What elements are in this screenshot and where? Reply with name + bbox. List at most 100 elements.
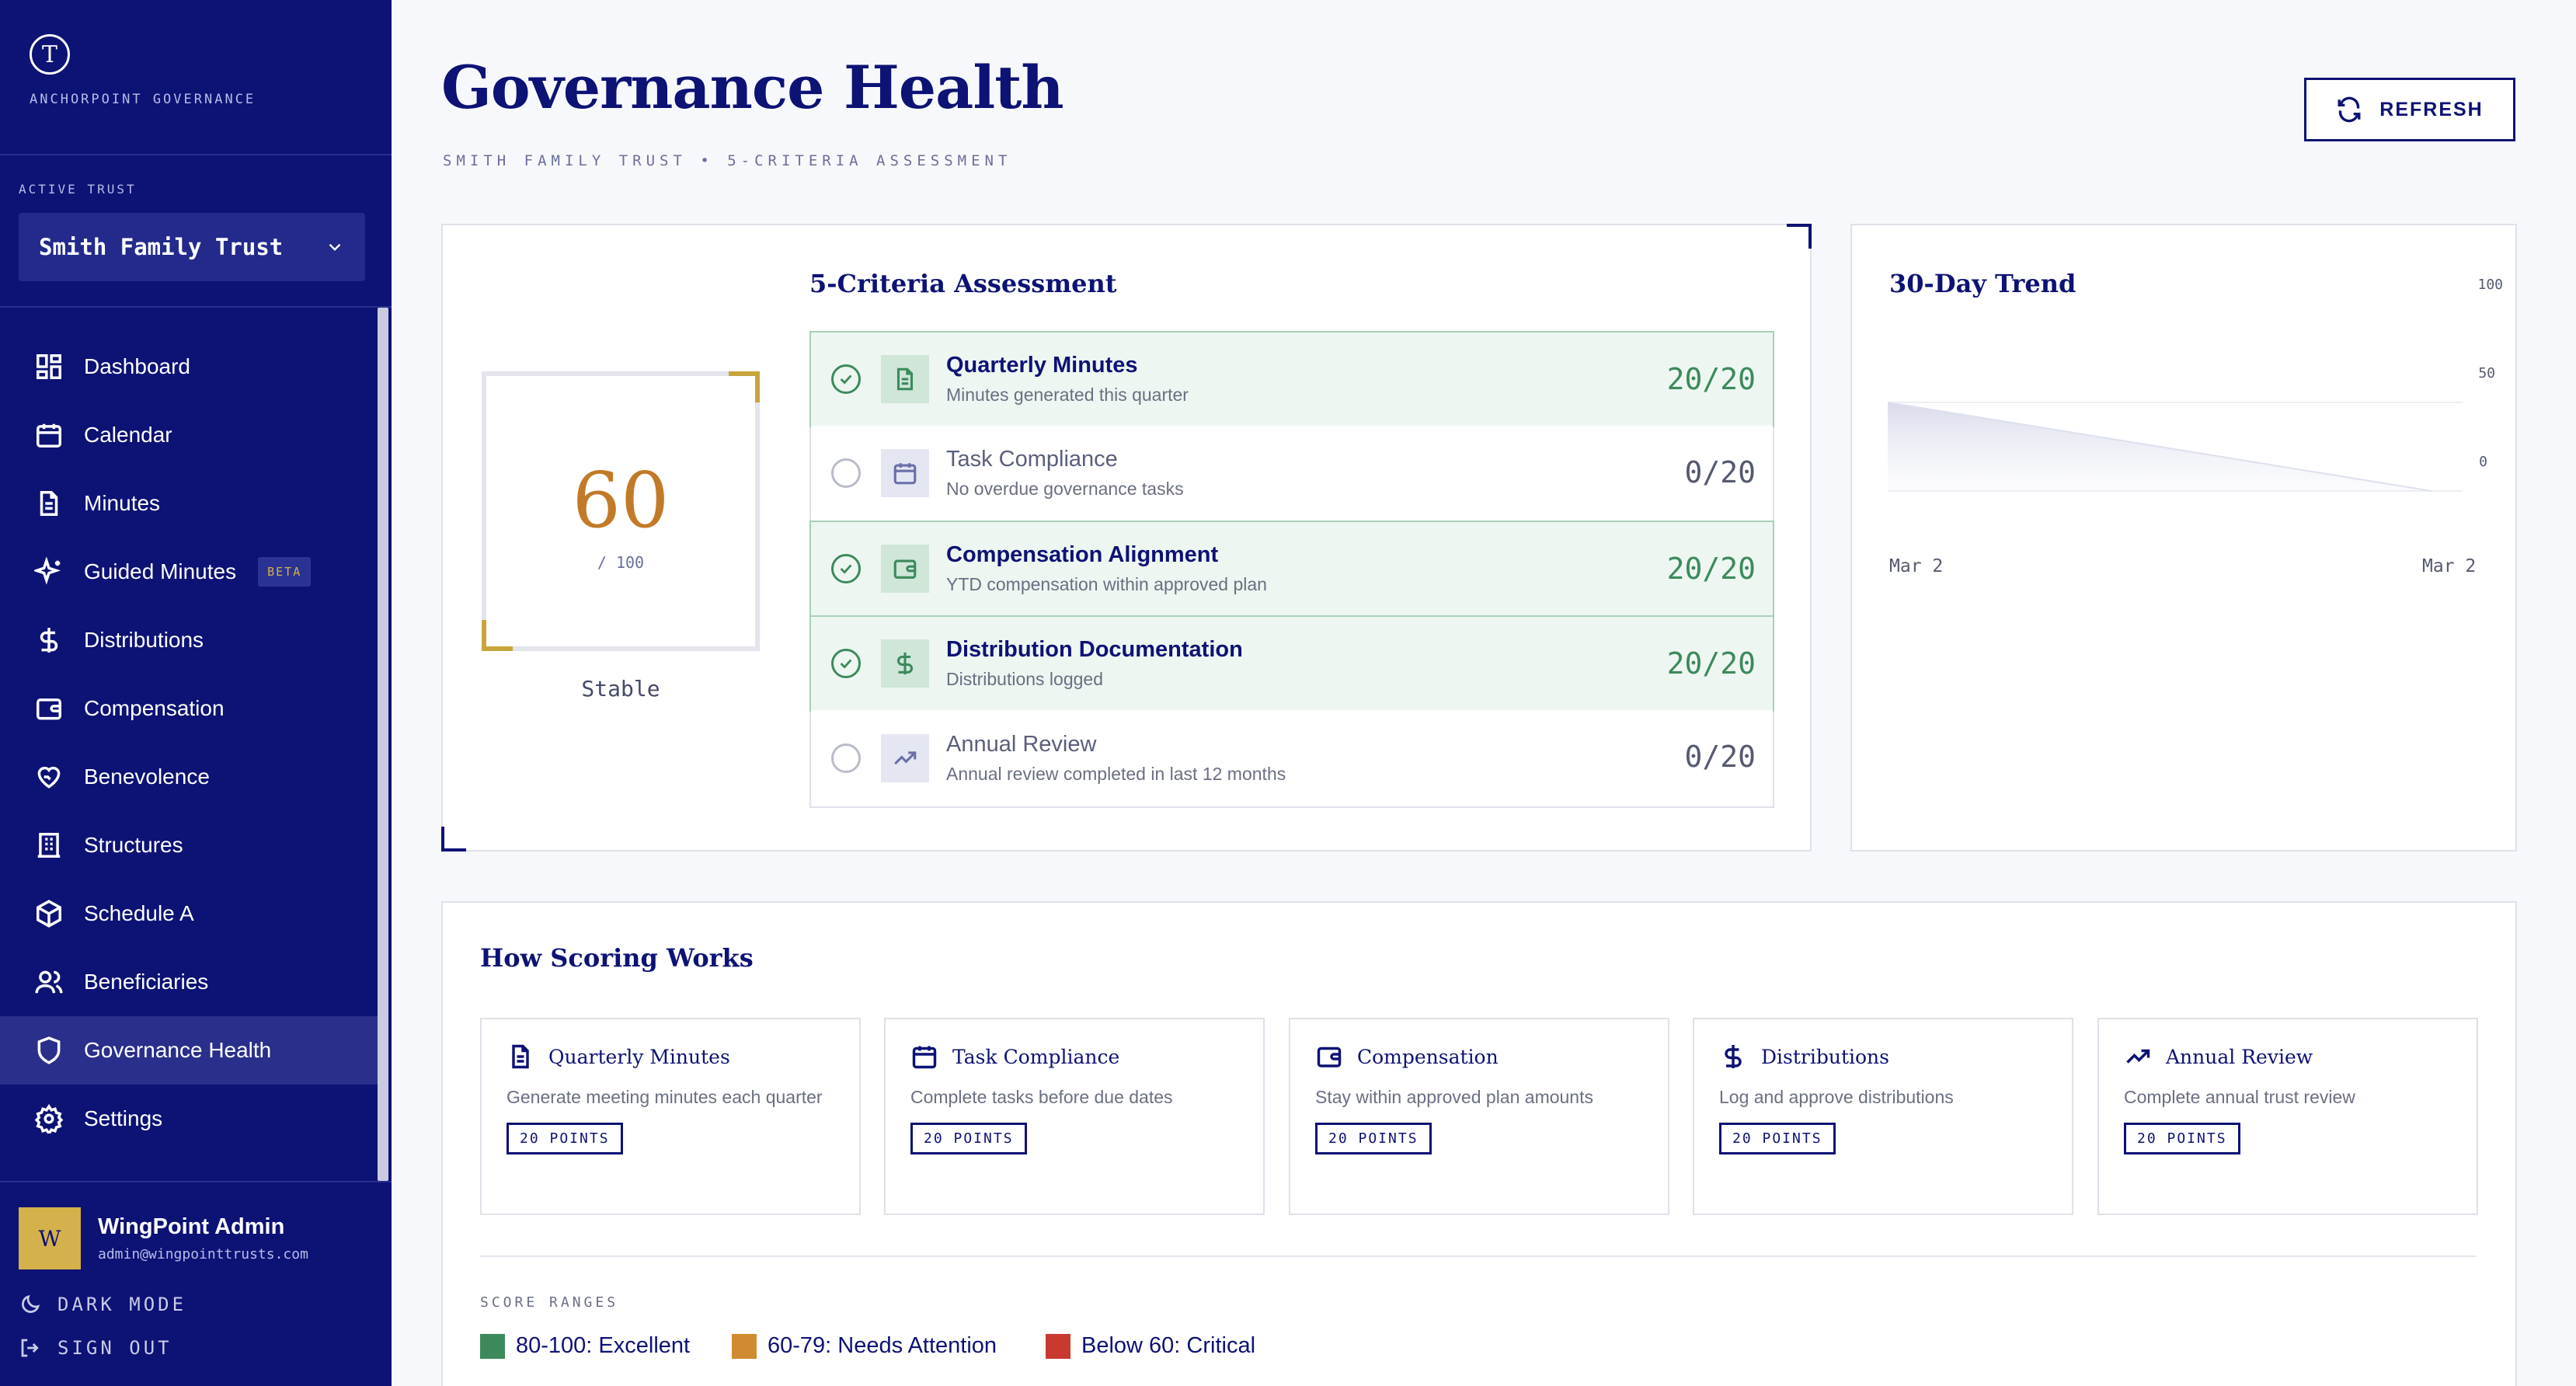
range-label: 80-100: Excellent bbox=[516, 1333, 691, 1358]
sidebar-item-label: Settings bbox=[84, 1106, 163, 1130]
document-icon bbox=[512, 1044, 529, 1069]
sparkle-icon bbox=[34, 557, 61, 585]
criteria-row-annual-review[interactable]: Annual Review Annual review completed in… bbox=[811, 710, 1773, 806]
score-box: 60 / 100 bbox=[482, 371, 760, 651]
criteria-row-compensation-alignment[interactable]: Compensation Alignment YTD compensation … bbox=[809, 521, 1774, 617]
users-icon bbox=[35, 970, 63, 994]
user-profile[interactable]: W WingPoint Admin admin@wingpointtrusts.… bbox=[19, 1207, 308, 1269]
sidebar-item-benevolence[interactable]: Benevolence bbox=[0, 743, 378, 811]
score-value: 60 bbox=[572, 457, 670, 545]
y-tick: 0 bbox=[2479, 454, 2487, 470]
dollar-icon bbox=[40, 628, 58, 653]
wallet-icon bbox=[1317, 1046, 1342, 1067]
sidebar-item-distributions[interactable]: Distributions bbox=[0, 606, 378, 674]
scoring-card-task-compliance: Task Compliance Complete tasks before du… bbox=[884, 1018, 1265, 1215]
range-critical: Below 60: Critical bbox=[1046, 1333, 1255, 1359]
range-label: Below 60: Critical bbox=[1081, 1333, 1256, 1358]
sidebar-item-dashboard[interactable]: Dashboard bbox=[0, 333, 378, 401]
sidebar-item-guided-minutes[interactable]: Guided Minutes BETA bbox=[0, 538, 378, 606]
brand[interactable]: T ANCHORPOINT GOVERNANCE bbox=[30, 34, 256, 107]
points-badge: 20 POINTS bbox=[1719, 1123, 1836, 1154]
active-trust-label: ACTIVE TRUST bbox=[19, 182, 137, 197]
sidebar-item-minutes[interactable]: Minutes bbox=[0, 469, 378, 538]
document-icon bbox=[881, 355, 929, 403]
moon-icon bbox=[22, 1294, 40, 1313]
shield-icon bbox=[37, 1036, 61, 1064]
sidebar-item-label: Compensation bbox=[84, 696, 225, 720]
score-max: / 100 bbox=[597, 553, 645, 572]
scoring-card-title: Task Compliance bbox=[952, 1045, 1120, 1068]
sidebar-item-governance-health[interactable]: Governance Health bbox=[0, 1016, 378, 1085]
gear-icon bbox=[34, 1104, 64, 1134]
document-icon bbox=[40, 491, 58, 516]
calendar-icon bbox=[881, 449, 929, 497]
section-divider bbox=[480, 1255, 2477, 1257]
swatch-red bbox=[1046, 1333, 1070, 1359]
sidebar-item-calendar[interactable]: Calendar bbox=[0, 401, 378, 469]
check-circle-icon bbox=[831, 554, 861, 583]
refresh-button[interactable]: REFRESH bbox=[2304, 78, 2515, 141]
scoring-card-desc: Log and approve distributions bbox=[1719, 1087, 1954, 1107]
range-label: 60-79: Needs Attention bbox=[768, 1333, 997, 1358]
sidebar-item-schedule-a[interactable]: Schedule A bbox=[0, 879, 378, 948]
empty-circle-icon bbox=[831, 458, 861, 488]
sidebar-item-beneficiaries[interactable]: Beneficiaries bbox=[0, 948, 378, 1016]
points-badge: 20 POINTS bbox=[2124, 1123, 2240, 1154]
criteria-score: 20/20 bbox=[1666, 362, 1756, 396]
sidebar-item-label: Structures bbox=[84, 833, 183, 857]
sidebar: T ANCHORPOINT GOVERNANCE ACTIVE TRUST Sm… bbox=[0, 0, 392, 1386]
criteria-desc: Distributions logged bbox=[946, 669, 1104, 689]
y-tick: 100 bbox=[2477, 277, 2503, 293]
page-title: Governance Health bbox=[441, 53, 1064, 122]
x-label: Mar 2 bbox=[2422, 556, 2477, 576]
scoring-card-compensation: Compensation Stay within approved plan a… bbox=[1289, 1018, 1669, 1215]
sidebar-item-settings[interactable]: Settings bbox=[0, 1085, 378, 1153]
brand-logo[interactable]: T bbox=[30, 34, 70, 75]
trend-chart bbox=[1888, 402, 2463, 492]
trend-card: 30-Day Trend 100 50 0 Mar 2 Mar 2 bbox=[1850, 224, 2517, 851]
swatch-orange bbox=[732, 1333, 757, 1359]
criteria-row-quarterly-minutes[interactable]: Quarterly Minutes Minutes generated this… bbox=[809, 331, 1774, 427]
user-email: admin@wingpointtrusts.com bbox=[98, 1246, 308, 1262]
criteria-row-task-compliance[interactable]: Task Compliance No overdue governance ta… bbox=[811, 426, 1773, 522]
sidebar-item-label: Schedule A bbox=[84, 901, 194, 925]
assessment-title: 5-Criteria Assessment bbox=[809, 269, 1117, 298]
sidebar-item-structures[interactable]: Structures bbox=[0, 811, 378, 879]
brand-name: ANCHORPOINT GOVERNANCE bbox=[30, 92, 256, 107]
scoring-card-annual-review: Annual Review Complete annual trust revi… bbox=[2097, 1018, 2478, 1215]
scoring-card-distributions: Distributions Log and approve distributi… bbox=[1693, 1018, 2073, 1215]
chevron-down-icon bbox=[329, 243, 341, 251]
sign-out-label: SIGN OUT bbox=[57, 1337, 172, 1359]
trend-line bbox=[1888, 402, 2432, 492]
sidebar-item-label: Governance Health bbox=[84, 1038, 272, 1062]
calendar-icon bbox=[37, 423, 61, 447]
criteria-desc: Annual review completed in last 12 month… bbox=[946, 764, 1286, 784]
criteria-name: Annual Review bbox=[946, 732, 1097, 757]
criteria-score: 20/20 bbox=[1666, 552, 1756, 586]
wallet-icon bbox=[37, 698, 61, 720]
criteria-row-distribution-documentation[interactable]: Distribution Documentation Distributions… bbox=[809, 615, 1774, 712]
range-needs-attention: 60-79: Needs Attention bbox=[732, 1333, 997, 1359]
criteria-list: Quarterly Minutes Minutes generated this… bbox=[809, 331, 1774, 808]
y-tick: 50 bbox=[2478, 365, 2495, 381]
beta-badge: BETA bbox=[258, 557, 312, 587]
sidebar-item-compensation[interactable]: Compensation bbox=[0, 674, 378, 743]
sidebar-scrollbar[interactable] bbox=[378, 308, 388, 1181]
building-icon bbox=[37, 833, 61, 858]
trust-selector[interactable]: Smith Family Trust bbox=[19, 213, 365, 281]
corner-accent bbox=[482, 620, 513, 651]
points-badge: 20 POINTS bbox=[1315, 1123, 1432, 1154]
criteria-name: Quarterly Minutes bbox=[946, 353, 1138, 378]
trend-up-icon bbox=[2126, 1049, 2150, 1064]
scoring-card-quarterly-minutes: Quarterly Minutes Generate meeting minut… bbox=[480, 1018, 861, 1215]
check-circle-icon bbox=[831, 364, 861, 394]
dark-mode-toggle[interactable]: DARK MODE bbox=[19, 1293, 186, 1316]
dollar-icon bbox=[881, 639, 929, 688]
sign-out-button[interactable]: SIGN OUT bbox=[19, 1336, 172, 1360]
scoring-card-title: Annual Review bbox=[2166, 1045, 2313, 1068]
swatch-green bbox=[480, 1333, 505, 1359]
scoring-card-desc: Stay within approved plan amounts bbox=[1315, 1087, 1593, 1107]
sign-out-icon bbox=[21, 1339, 39, 1357]
corner-accent bbox=[441, 827, 466, 851]
corner-accent bbox=[1787, 224, 1812, 249]
